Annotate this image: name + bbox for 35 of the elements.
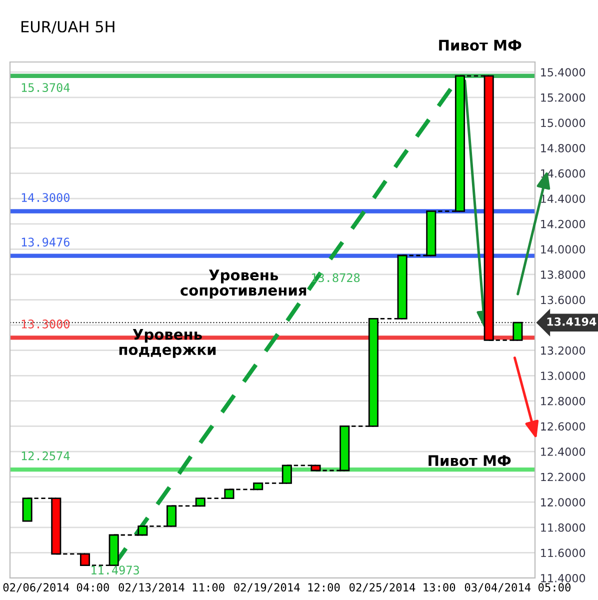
y-tick-label: 13.6000 [541,296,586,304]
y-tick-label: 14.2000 [541,220,586,228]
text: Пивот МФ [439,40,522,51]
y-tick-label: 11.4000 [541,574,586,582]
annotation: 11.4973 [92,566,139,575]
y-tick-label: 15.0000 [541,118,586,128]
chart-title: EUR/UAH 5H [22,21,114,34]
x-tick-label: 03/04/2014 05:00 [464,583,570,592]
y-tick-label: 15.2000 [541,93,586,102]
y-tick-label: 12.4000 [541,448,586,456]
y-tick-label: 14.6000 [541,169,586,178]
x-tick-label: 02/25/2014 13:00 [350,583,456,592]
y-tick-label: 13.0000 [541,372,586,380]
y-tick-label: 12.6000 [541,422,586,431]
y-tick-label: 14.0000 [541,245,586,254]
y-tick-label: 13.8000 [541,270,586,279]
y-tick-label: 14.8000 [541,144,586,152]
x-tick-label: 02/13/2014 11:00 [118,583,224,592]
annotation: Уровень сопротивления [180,270,306,299]
ref-line-label: 13.4194 [547,317,596,326]
y-tick-label: 11.8000 [541,523,586,532]
y-tick-label: 12.2000 [541,472,586,482]
y-tick-label: 11.6000 [541,548,586,558]
y-tick-label: 12.8000 [541,396,586,406]
y-tick-label: 13.2000 [541,346,586,355]
ref-line-label: 13.3000 [22,320,70,328]
x-tick-label: 02/19/2014 12:00 [234,583,340,592]
ref-line-label: 13.9476 [22,238,70,247]
y-tick-label: 12.0000 [541,498,586,506]
y-tick-label: 15.4000 [541,68,586,76]
x-tick-label: 02/06/2014 04:00 [3,583,109,592]
annotation: Пивот МФ [428,455,511,466]
ref-line-label: 12.2574 [22,451,70,460]
ref-line-label: 14.3000 [22,193,70,202]
ref-line-label: 15.3704 [22,83,70,92]
